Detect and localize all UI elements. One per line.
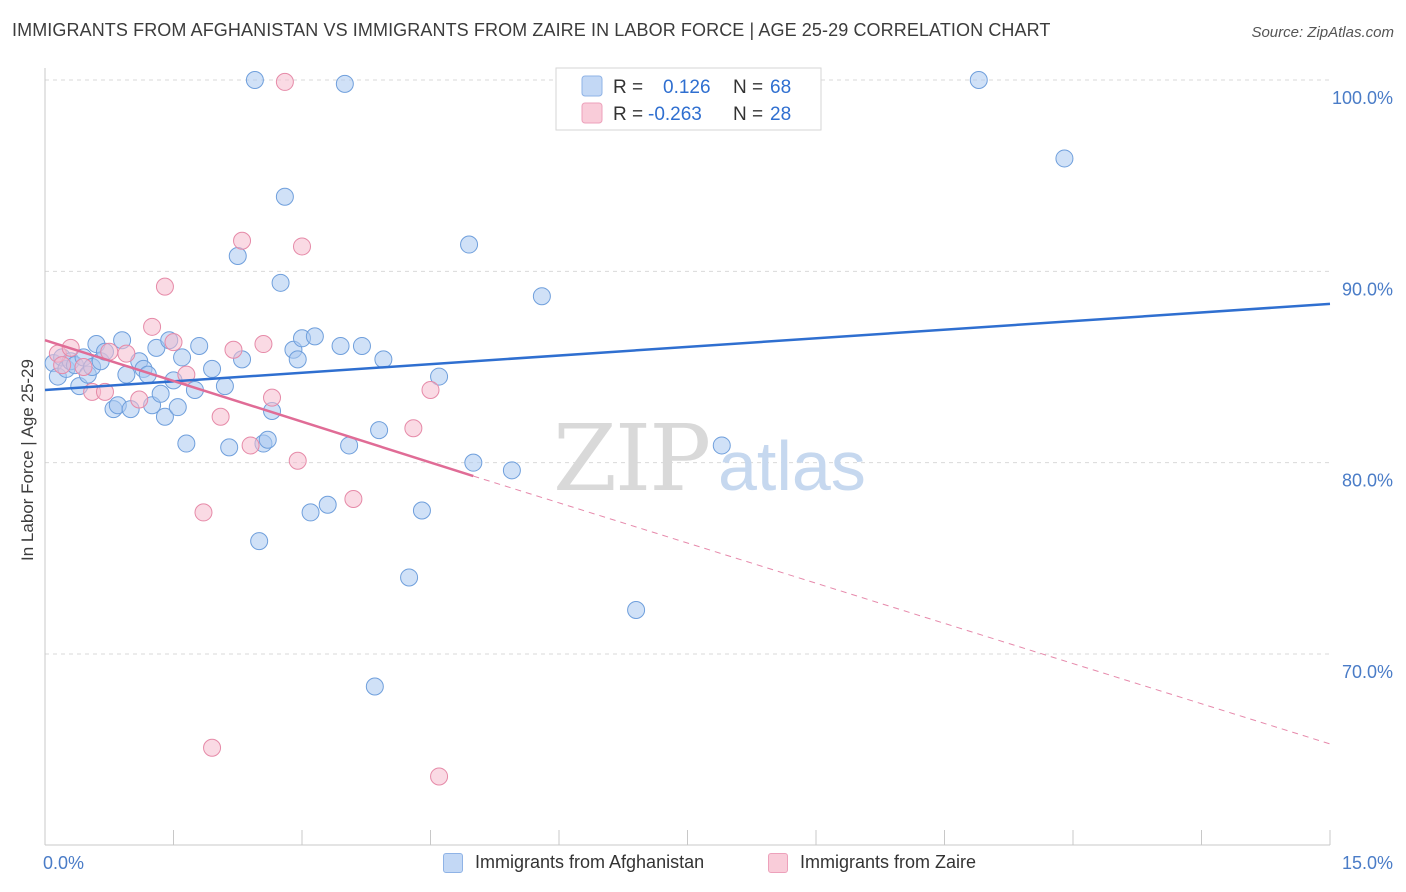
point-zaire [421,380,440,399]
point-afghanistan [305,327,324,346]
point-afghanistan [288,350,307,369]
point-afghanistan [502,461,521,480]
point-afghanistan [374,350,393,369]
point-afghanistan [318,495,337,514]
point-afghanistan [370,421,389,440]
legend-n-value-2: 28 [770,104,791,125]
legend-swatch-pink [581,102,603,124]
point-zaire [430,767,449,786]
point-zaire [95,382,114,401]
x-tick-label: 0.0% [43,853,84,873]
legend-r-label-2: R = [613,104,643,125]
point-zaire [288,451,307,470]
point-zaire [344,490,363,509]
legend-item-afghanistan: Immigrants from Afghanistan [443,852,704,873]
point-zaire [177,365,196,384]
y-tick-label: 80.0% [1342,471,1393,491]
legend-r-value-2: -0.263 [648,104,702,125]
point-afghanistan [203,359,222,378]
point-afghanistan [215,377,234,396]
point-afghanistan [250,532,269,551]
point-zaire [117,344,136,363]
point-zaire [233,231,252,250]
legend-swatch-zaire [768,852,788,873]
watermark: ZIP atlas [553,405,866,512]
point-afghanistan [151,384,170,403]
point-afghanistan [712,436,731,455]
trend-line-afghanistan [44,302,1331,392]
point-afghanistan [168,398,187,417]
point-afghanistan [460,235,479,254]
point-afghanistan [400,568,419,587]
legend-r-label-1: R = [613,77,643,98]
source-label: Source: ZipAtlas.com [1251,24,1394,41]
watermark-atlas: atlas [718,427,866,505]
legend-n-value-1: 68 [770,77,791,98]
point-afghanistan [301,503,320,522]
point-afghanistan [190,336,209,355]
y-tick-label: 100.0% [1332,88,1393,108]
legend-n-label-2: N = [733,104,763,125]
y-tick-label: 90.0% [1342,279,1393,299]
series-afghanistan-points [44,71,1074,696]
point-afghanistan [412,501,431,520]
point-zaire [254,335,273,354]
y-tick-label: 70.0% [1342,662,1393,682]
point-afghanistan [464,453,483,472]
point-zaire [211,407,230,426]
point-zaire [130,390,149,409]
point-afghanistan [352,336,371,355]
point-afghanistan [331,336,350,355]
point-zaire [275,72,294,91]
correlation-legend: R = 0.126 N = 68 R = -0.263 N = 28 [555,67,822,131]
point-zaire [293,237,311,256]
legend-n-label-1: N = [733,77,763,98]
point-zaire [194,503,213,522]
point-afghanistan [627,600,646,619]
point-afghanistan [155,407,174,426]
point-zaire [404,419,423,438]
point-afghanistan [275,187,294,206]
point-afghanistan [173,348,192,367]
point-zaire [203,738,222,757]
trend-lines [44,302,1331,745]
point-afghanistan [969,71,988,89]
axes [44,68,1331,846]
x-tick-label: 15.0% [1342,853,1393,873]
trend-line-zaire-extension [473,475,1331,745]
legend-swatch-blue [581,75,603,97]
point-zaire [241,436,260,455]
legend-label-zaire: Immigrants from Zaire [800,852,977,872]
point-afghanistan [532,287,551,306]
point-afghanistan [220,438,239,457]
point-zaire [53,356,72,375]
point-afghanistan [228,247,247,266]
point-zaire [263,388,282,407]
legend-item-zaire: Immigrants from Zaire [768,852,976,873]
point-zaire [164,333,183,352]
legend-label-afghanistan: Immigrants from Afghanistan [475,852,705,872]
point-afghanistan [335,74,354,93]
point-afghanistan [365,677,384,696]
tick-labels: 70.0% 80.0% 90.0% 100.0% 0.0% 15.0% [43,88,1393,873]
point-afghanistan [1055,149,1074,168]
point-zaire [74,358,93,376]
legend-r-value-1: 0.126 [663,77,711,98]
point-afghanistan [245,71,264,89]
trend-line-zaire [44,339,474,478]
series-zaire-points [48,72,449,786]
point-afghanistan [430,367,449,386]
series-legend: Immigrants from Afghanistan Immigrants f… [0,852,1406,878]
point-zaire [155,277,174,296]
point-afghanistan [271,273,290,292]
legend-swatch-afghanistan [443,852,463,873]
watermark-zip: ZIP [553,405,709,512]
chart-title: IMMIGRANTS FROM AFGHANISTAN VS IMMIGRANT… [12,20,1051,40]
point-afghanistan [177,434,196,453]
point-afghanistan [258,430,277,449]
point-zaire [143,317,162,336]
point-zaire [224,340,243,359]
